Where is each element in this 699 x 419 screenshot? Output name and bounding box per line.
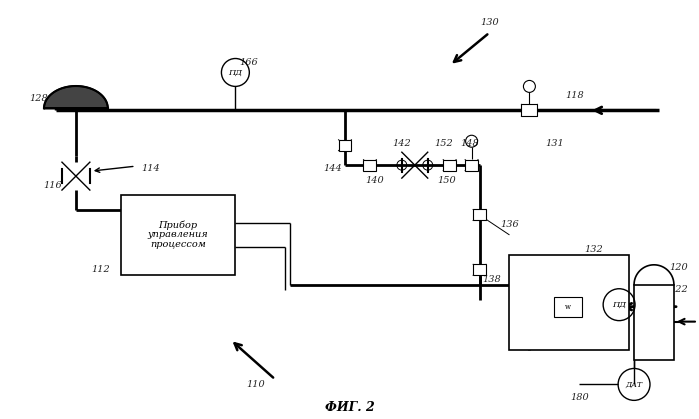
Text: ФИГ. 2: ФИГ. 2	[325, 401, 375, 414]
Bar	[465, 160, 478, 171]
Text: 131: 131	[545, 139, 563, 148]
Text: 148: 148	[460, 139, 479, 148]
Text: 140: 140	[366, 176, 384, 185]
Text: 150: 150	[438, 176, 456, 185]
Text: 118: 118	[565, 91, 584, 100]
Text: ДАТ: ДАТ	[626, 380, 642, 388]
Text: ПД: ПД	[612, 301, 626, 309]
Text: 120: 120	[670, 263, 689, 272]
Text: 128: 128	[29, 94, 48, 103]
Polygon shape	[44, 86, 108, 109]
Text: управления: управления	[147, 230, 208, 239]
Bar	[363, 160, 376, 171]
Text: 166: 166	[239, 58, 258, 67]
Bar	[338, 140, 352, 151]
Text: 142: 142	[392, 139, 411, 148]
Text: 112: 112	[92, 265, 110, 274]
Text: 152: 152	[434, 139, 453, 148]
Text: процессом: процессом	[150, 241, 206, 249]
Bar	[121, 195, 236, 275]
Bar	[634, 285, 674, 360]
Bar	[521, 104, 538, 116]
Text: 114: 114	[141, 164, 160, 173]
Text: ПД: ПД	[229, 68, 243, 76]
Bar	[510, 255, 629, 349]
Text: 132: 132	[585, 246, 603, 254]
Bar	[554, 297, 582, 317]
Text: w: w	[565, 303, 571, 310]
Text: 180: 180	[570, 393, 589, 402]
Text: Прибор: Прибор	[159, 220, 198, 230]
Text: 126: 126	[592, 318, 610, 327]
Bar	[443, 160, 456, 171]
Text: 138: 138	[482, 275, 501, 284]
Text: 116: 116	[43, 181, 62, 189]
Bar	[473, 264, 486, 275]
Text: 136: 136	[500, 220, 519, 230]
Text: 110: 110	[246, 380, 265, 389]
Text: 122: 122	[670, 285, 689, 294]
Text: 130: 130	[480, 18, 499, 27]
Bar	[473, 210, 486, 220]
Text: 144: 144	[324, 164, 343, 173]
